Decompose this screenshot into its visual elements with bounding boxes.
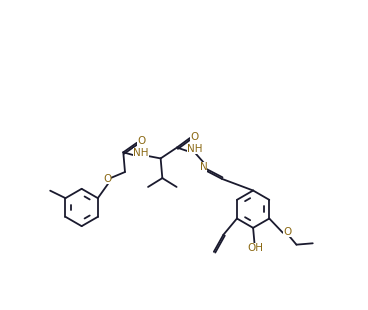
Text: NH: NH: [187, 144, 202, 154]
Text: NH: NH: [133, 148, 149, 158]
Text: O: O: [103, 174, 112, 184]
Text: N: N: [199, 162, 207, 172]
Text: O: O: [138, 136, 146, 146]
Text: O: O: [191, 132, 199, 142]
Text: OH: OH: [248, 243, 264, 253]
Text: O: O: [283, 227, 292, 237]
